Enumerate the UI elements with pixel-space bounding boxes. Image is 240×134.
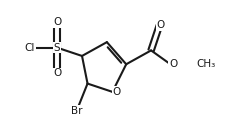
Text: S: S xyxy=(54,43,60,53)
Text: O: O xyxy=(112,87,121,97)
Text: CH₃: CH₃ xyxy=(197,59,216,69)
Text: O: O xyxy=(53,68,61,78)
Text: Br: Br xyxy=(71,106,82,116)
Text: O: O xyxy=(53,17,61,27)
Text: O: O xyxy=(157,20,165,30)
Text: Cl: Cl xyxy=(25,43,35,53)
Text: O: O xyxy=(169,59,177,69)
